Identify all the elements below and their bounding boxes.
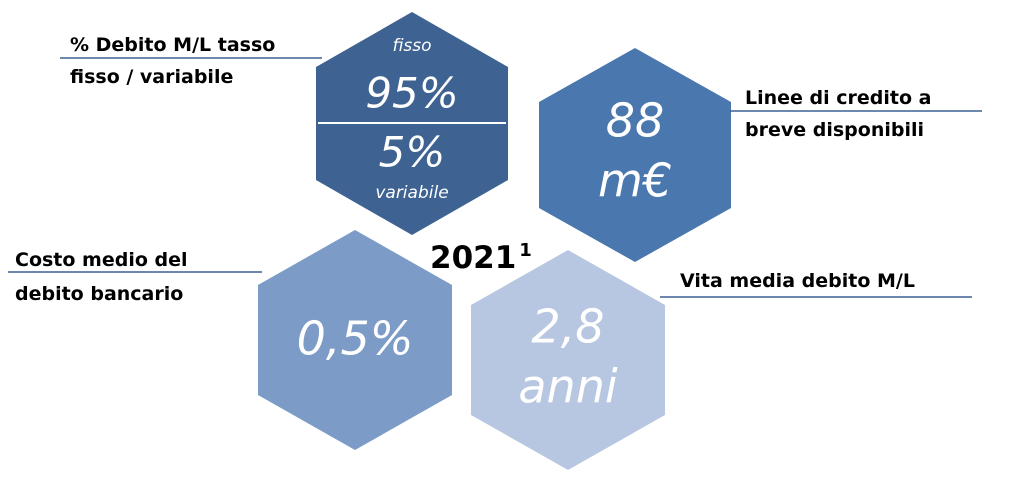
year-text: 2021	[430, 240, 516, 276]
label: Vita media debito M/L	[680, 270, 915, 292]
hexagon	[539, 48, 731, 262]
label: Linee di credito a	[745, 87, 931, 109]
label: Costo medio del	[15, 249, 188, 271]
value: 95%	[365, 69, 458, 118]
year: 2021 1	[430, 240, 532, 276]
value: m€	[598, 154, 672, 208]
value: 0,5%	[297, 312, 414, 366]
value: 5%	[379, 128, 446, 177]
caption: fisso	[392, 36, 431, 56]
label: % Debito M/L tasso	[70, 34, 275, 56]
caption: variabile	[375, 183, 448, 203]
value: 88	[606, 94, 665, 148]
value: anni	[518, 360, 617, 414]
value: 2,8	[531, 300, 604, 354]
label: fisso / variabile	[70, 66, 233, 88]
hexagon	[471, 250, 665, 470]
label: debito bancario	[15, 283, 183, 305]
label: breve disponibili	[745, 119, 924, 141]
hexagon	[258, 230, 452, 450]
year-superscript: 1	[519, 240, 532, 261]
